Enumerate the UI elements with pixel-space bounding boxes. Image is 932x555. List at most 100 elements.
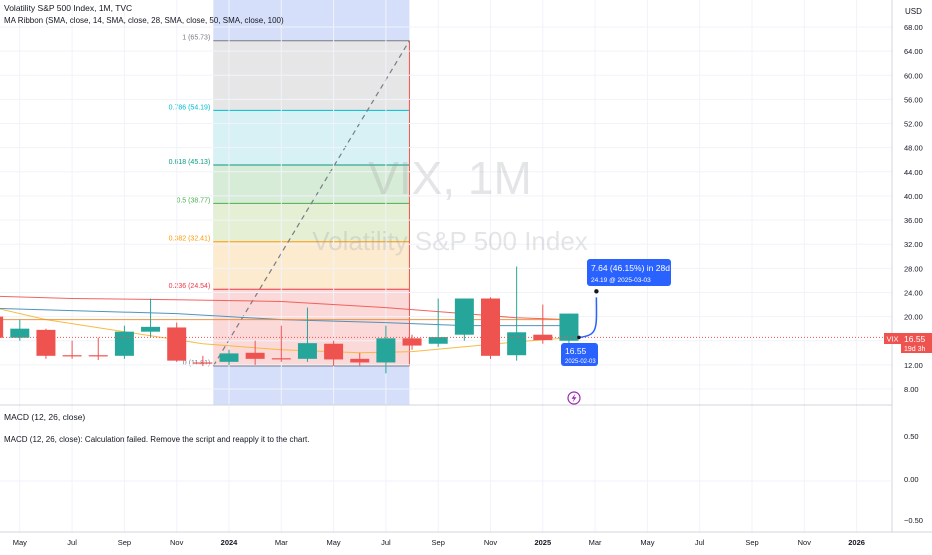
candle-body[interactable]	[271, 358, 291, 360]
projection-start-price: 16.55	[565, 346, 587, 356]
price-tick-label: 68.00	[904, 23, 923, 32]
candle-body[interactable]	[507, 332, 527, 356]
ma-ribbon-legend[interactable]: MA Ribbon (SMA, close, 14, SMA, close, 2…	[4, 16, 284, 25]
candle-body[interactable]	[324, 343, 344, 360]
projection-label: 7.64 (46.15%) in 28d	[591, 263, 670, 273]
price-tick-label: 32.00	[904, 240, 923, 249]
projection[interactable]: 7.64 (46.15%) in 28d 24.19 @ 2025-03-03 …	[561, 259, 671, 366]
projection-path	[578, 297, 598, 339]
candle-body[interactable]	[0, 316, 4, 338]
candle-body[interactable]	[88, 355, 108, 357]
fib-zone	[213, 203, 410, 242]
macd-tick-label: 0.00	[904, 475, 919, 484]
candle-body[interactable]	[350, 358, 370, 363]
price-tag-value: 16.55	[904, 334, 926, 344]
time-tick-label: Jul	[695, 538, 705, 547]
projection-start-box	[561, 343, 598, 366]
price-tick-label: 20.00	[904, 313, 923, 322]
price-tag-box	[901, 333, 932, 353]
projection-sub: 24.19 @ 2025-03-03	[591, 277, 651, 284]
candle-body[interactable]	[219, 353, 239, 362]
price-tick-label: 60.00	[904, 71, 923, 80]
candle-body[interactable]	[402, 338, 422, 346]
time-tick-label: 2025	[534, 538, 551, 547]
candle-body[interactable]	[167, 327, 187, 361]
fib-trend-line[interactable]	[212, 40, 410, 367]
currency-label[interactable]: USD	[905, 7, 922, 16]
candle-body[interactable]	[481, 298, 500, 356]
time-tick-label: Jul	[67, 538, 77, 547]
price-tick-label: 24.00	[904, 288, 923, 297]
fib-zone	[213, 241, 410, 290]
candle-body[interactable]	[36, 329, 56, 356]
macd-price-axis[interactable]: 0.50 0.00 −0.50	[904, 432, 923, 525]
time-tick-label: Nov	[484, 538, 498, 547]
time-tick-label: Mar	[589, 538, 602, 547]
projection-start-dot	[577, 335, 581, 340]
price-tick-label: 40.00	[904, 192, 923, 201]
time-tick-label: 2024	[221, 538, 239, 547]
candle-body[interactable]	[559, 313, 579, 341]
candle-body[interactable]	[114, 331, 134, 356]
candle-body[interactable]	[297, 343, 317, 359]
price-tag-symbol: VIX	[886, 335, 898, 344]
price-tick-label: 8.00	[904, 385, 919, 394]
macd-tick-label: 0.50	[904, 432, 919, 441]
fib-level-label: 1 (65.73)	[182, 35, 210, 42]
candle-body[interactable]	[454, 298, 474, 335]
ma-line	[0, 308, 569, 327]
projection-label-box	[587, 259, 671, 286]
chart-title[interactable]: Volatility S&P 500 Index, 1M, TVC	[4, 3, 133, 13]
grid	[0, 0, 932, 533]
time-tick-label: Jul	[381, 538, 391, 547]
fib-level-label: 0.236 (24.54)	[169, 283, 211, 290]
time-tick-label: Mar	[275, 538, 288, 547]
time-tick-label: Nov	[798, 538, 812, 547]
price-tick-label: 28.00	[904, 264, 923, 273]
candle-body[interactable]	[533, 334, 553, 341]
candle-body[interactable]	[428, 337, 448, 344]
time-tick-label: May	[640, 538, 654, 547]
fib-level-label: 0.786 (54.19)	[169, 104, 211, 111]
time-axis[interactable]: May Jul Sep Nov 2024 Mar May Jul Sep Nov 2025 Mar Ma…	[13, 538, 865, 547]
ma-line	[0, 295, 570, 321]
time-tick-label: 2026	[848, 538, 865, 547]
candle-body[interactable]	[62, 355, 82, 357]
macd-title[interactable]: MACD (12, 26, close)	[4, 412, 86, 422]
price-tick-label: 52.00	[904, 120, 923, 129]
fib-level-label: 0.382 (32.41)	[169, 236, 211, 243]
price-tick-label: 36.00	[904, 216, 923, 225]
lightning-icon[interactable]	[567, 391, 581, 405]
macd-tick-label: −0.50	[904, 516, 923, 525]
fib-zone	[213, 110, 410, 165]
price-tick-label: 44.00	[904, 168, 923, 177]
candle-body[interactable]	[10, 328, 30, 338]
fib-level-label: 0.618 (45.13)	[169, 159, 211, 166]
price-tick-label: 56.00	[904, 95, 923, 104]
projection-start-date: 2025-02-03	[565, 359, 596, 365]
macd-error: MACD (12, 26, close): Calculation failed…	[4, 435, 310, 444]
candle-body[interactable]	[141, 326, 161, 332]
time-tick-label: May	[13, 538, 27, 547]
price-tick-label: 48.00	[904, 144, 923, 153]
watermark-symbol: VIX, 1M	[368, 152, 532, 204]
time-tick-label: Nov	[170, 538, 184, 547]
candle-body[interactable]	[193, 362, 213, 364]
candle-body[interactable]	[376, 338, 396, 363]
candle-body[interactable]	[245, 352, 265, 359]
price-tag-symbol-box	[884, 333, 901, 344]
time-tick-label: Sep	[745, 538, 758, 547]
price-tag: VIX 16.55 19d 3h	[884, 333, 932, 353]
time-tick-label: May	[327, 538, 341, 547]
candles[interactable]	[0, 266, 892, 374]
price-tick-label: 12.00	[904, 361, 923, 370]
projection-target-dot	[594, 289, 599, 294]
watermark-name: Volatility S&P 500 Index	[312, 226, 588, 256]
fib-level-label: 0.5 (38.77)	[176, 197, 210, 204]
price-tick-label: 64.00	[904, 47, 923, 56]
price-tag-countdown: 19d 3h	[904, 346, 926, 353]
time-tick-label: Sep	[432, 538, 445, 547]
time-tick-label: Sep	[118, 538, 131, 547]
